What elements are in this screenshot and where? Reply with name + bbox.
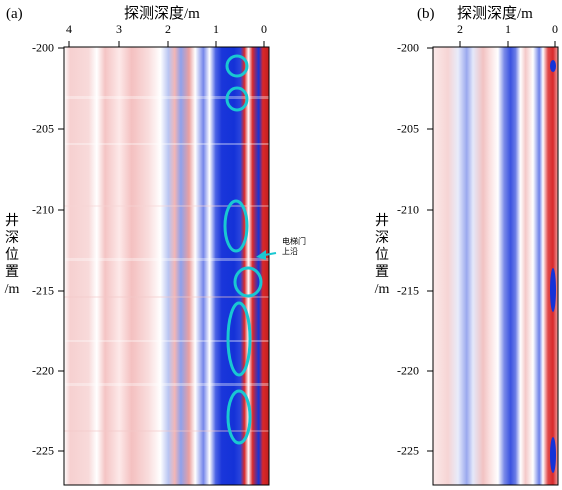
y-title-line: 井 bbox=[375, 214, 389, 229]
panel-a-y-tick: -200 bbox=[32, 40, 54, 55]
y-title-line: 深 bbox=[5, 231, 19, 246]
panel-a-x-tick: 3 bbox=[116, 22, 122, 36]
panel-a-x-tick-marks bbox=[68, 41, 265, 47]
anomaly-ellipse bbox=[225, 54, 249, 78]
anomaly-ellipse bbox=[223, 199, 249, 253]
panel-b-y-tick: -210 bbox=[397, 202, 419, 217]
y-title-line: 井 bbox=[5, 214, 19, 229]
panel-b-x-tick: 0 bbox=[552, 22, 558, 36]
y-title-line: /m bbox=[4, 282, 20, 297]
panel-a-label: (a) bbox=[6, 6, 23, 22]
y-title-line: 位 bbox=[375, 248, 389, 263]
panel-a-heatmap bbox=[64, 47, 269, 485]
panel-b-frame bbox=[432, 46, 559, 486]
panel-b-y-tick: -215 bbox=[397, 283, 419, 298]
panel-b-x-axis-title: 探测深度/m bbox=[457, 6, 533, 22]
anomaly-ellipse bbox=[225, 86, 249, 112]
y-title-line: 位 bbox=[5, 248, 19, 263]
panel-b-x-tick-marks bbox=[459, 41, 556, 47]
anomaly-spot bbox=[550, 268, 556, 312]
panel-a-frame bbox=[63, 46, 270, 486]
anomaly-spot bbox=[550, 60, 556, 72]
panel-a-x-tick: 0 bbox=[261, 22, 267, 36]
panel-a-y-axis-title: 井 深 位 置 /m bbox=[2, 213, 22, 298]
y-title-line: 置 bbox=[5, 265, 19, 280]
arrow-head-icon bbox=[256, 250, 266, 260]
panel-a-texture bbox=[64, 96, 269, 432]
panel-b-y-tick-marks bbox=[427, 47, 433, 452]
anomaly-spot bbox=[550, 437, 556, 473]
panel-b-label: (b) bbox=[417, 6, 435, 22]
y-title-line: 深 bbox=[375, 231, 389, 246]
annotation-line: 上沿 bbox=[282, 247, 298, 256]
y-title-line: 置 bbox=[375, 265, 389, 280]
panel-b-heatmap bbox=[433, 47, 558, 485]
panel-b-y-axis-title: 井 深 位 置 /m bbox=[372, 213, 392, 298]
anomaly-ellipse bbox=[226, 301, 252, 377]
annotation-arrow bbox=[256, 250, 277, 260]
panel-a-x-tick: 1 bbox=[213, 22, 219, 36]
panel-b-x-tick: 2 bbox=[457, 22, 463, 36]
y-title-line: /m bbox=[374, 282, 390, 297]
panel-a-y-tick-marks bbox=[58, 47, 64, 452]
panel-a-y-tick: -215 bbox=[32, 283, 54, 298]
panel-b-bottom-anomalies bbox=[550, 60, 556, 473]
panel-a-x-tick: 4 bbox=[66, 22, 72, 36]
panel-b-y-tick: -205 bbox=[397, 121, 419, 136]
panel-b-y-tick: -225 bbox=[397, 443, 419, 458]
panel-a-x-tick: 2 bbox=[165, 22, 171, 36]
anomaly-ellipse bbox=[226, 389, 252, 445]
anomaly-ellipse bbox=[233, 266, 263, 298]
panel-a-y-tick: -225 bbox=[32, 443, 54, 458]
panel-a-y-tick: -220 bbox=[32, 363, 54, 378]
annotation-line: 电梯门 bbox=[282, 237, 306, 246]
panel-b-y-tick: -200 bbox=[397, 40, 419, 55]
elevator-door-annotation: 电梯门 上沿 bbox=[282, 237, 306, 257]
panel-a-y-tick: -210 bbox=[32, 202, 54, 217]
panel-a-x-axis-title: 探测深度/m bbox=[124, 6, 200, 22]
panel-b-y-tick: -220 bbox=[397, 363, 419, 378]
panel-a-y-tick: -205 bbox=[32, 121, 54, 136]
panel-b-x-tick: 1 bbox=[505, 22, 511, 36]
